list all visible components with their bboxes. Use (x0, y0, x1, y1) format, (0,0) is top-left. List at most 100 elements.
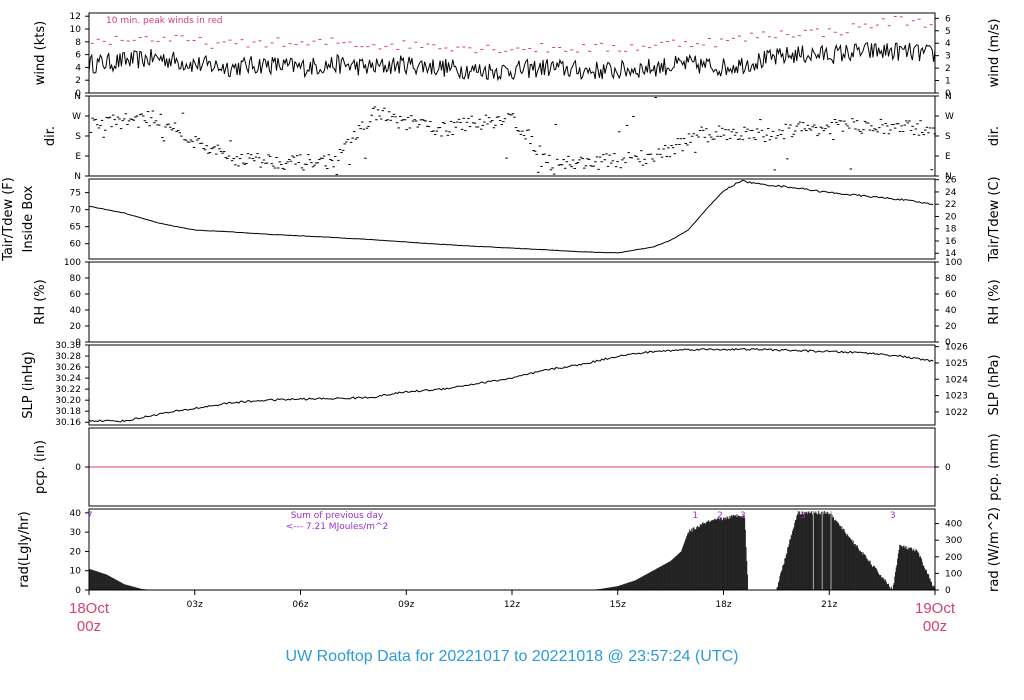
right-y-tick-label: 24 (945, 188, 957, 198)
sea-level-pressure-line (88, 347, 934, 423)
y-tick-label: 60 (70, 290, 82, 300)
y-tick-label: 6 (75, 51, 81, 61)
y-axis-title: rad(Lgly/hr) (17, 511, 32, 587)
y-axis-title: RH (%) (33, 279, 48, 324)
right-y-tick-label: 60 (945, 290, 957, 300)
x-tick-label: 09z (398, 600, 414, 610)
right-y-tick-label: 16 (945, 237, 957, 247)
y-tick-label: W (72, 112, 81, 122)
right-y-tick-label: 1022 (945, 408, 968, 418)
y-axis-title: SLP (inHg) (21, 351, 36, 419)
y-tick-label: 30.30 (55, 341, 81, 351)
right-y-tick-label: N (945, 172, 952, 182)
right-y-tick-label: 100 (945, 569, 962, 579)
right-y-axis-title: SLP (hPa) (987, 354, 1002, 415)
footer-title: UW Rooftop Data for 20221017 to 20221018… (285, 648, 739, 665)
right-y-tick-label: 300 (945, 536, 962, 546)
x-tick-label: 12z (504, 600, 520, 610)
right-y-tick-label: 1023 (945, 392, 968, 402)
right-y-tick-label: 1024 (945, 375, 968, 385)
y-tick-label: 12 (70, 12, 81, 22)
y-tick-label: 30.16 (55, 418, 81, 428)
right-y-tick-label: 100 (945, 258, 962, 268)
right-y-tick-label: W (945, 112, 954, 122)
y-axis-title: pcp. (in) (33, 440, 48, 494)
end-date-label: 19Oct (915, 600, 956, 617)
cloud-marker: 2 (717, 511, 723, 521)
right-y-tick-label: 0 (945, 586, 951, 596)
right-y-tick-label: 2 (945, 64, 951, 74)
right-y-tick-label: 5 (945, 27, 951, 37)
cloud-marker: 3 (890, 511, 896, 521)
y-tick-label: 10 (70, 567, 82, 577)
right-y-tick-label: E (945, 152, 951, 162)
y-tick-label: 30.26 (55, 363, 81, 373)
start-time-label: 00z (77, 618, 101, 635)
y-tick-label: 0 (75, 89, 81, 99)
right-y-tick-label: 80 (945, 274, 957, 284)
y-tick-label: E (75, 152, 81, 162)
y-tick-label: 60 (70, 240, 82, 250)
y-tick-label: 65 (70, 223, 81, 233)
y-tick-label: 8 (75, 38, 81, 48)
y-tick-label: 2 (75, 76, 81, 86)
right-y-tick-label: 1 (945, 77, 951, 87)
right-y-tick-label: 0 (945, 463, 951, 473)
right-y-tick-label: 4 (945, 39, 951, 49)
y-tick-label: 10 (70, 25, 82, 35)
x-tick-label: 15z (610, 600, 626, 610)
x-tick-label: 06z (292, 600, 308, 610)
cloud-marker: 3 (800, 511, 806, 521)
y-tick-label: S (75, 132, 81, 142)
cloud-marker: 1 (692, 511, 698, 521)
panel-frame-4 (88, 344, 936, 426)
start-date-label: 18Oct (69, 600, 110, 617)
right-y-tick-label: 400 (945, 520, 962, 530)
radiation-sum-label: Sum of previous day (291, 511, 384, 521)
peak-wind-annotation: 10 min. peak winds in red (106, 16, 223, 26)
y-axis-title: wind (kts) (33, 21, 48, 85)
right-y-axis-title: RH (%) (987, 279, 1002, 324)
y-axis-title: Tair/Tdew (F) (1, 177, 16, 262)
x-tick-label: 03z (187, 600, 203, 610)
right-y-tick-label: 3 (945, 52, 951, 62)
right-y-tick-label: 20 (945, 212, 957, 222)
right-y-axis-title: pcp. (mm) (987, 433, 1002, 500)
panel-frame-0 (88, 12, 936, 94)
right-y-tick-label: 14 (945, 249, 957, 259)
air-temperature-line (88, 179, 934, 254)
y-tick-label: 30.24 (55, 374, 81, 384)
right-y-tick-label: 18 (945, 225, 957, 235)
end-time-label: 00z (923, 618, 947, 635)
right-y-tick-label: 20 (945, 322, 957, 332)
y-tick-label: 30 (70, 528, 82, 538)
right-y-tick-label: 6 (945, 14, 951, 24)
y-tick-label: 30.28 (55, 352, 81, 362)
right-y-tick-label: 0 (945, 89, 951, 99)
right-y-axis-title: rad (W/m^2) (987, 507, 1002, 592)
y-tick-label: 40 (70, 306, 82, 316)
y-tick-label: 0 (75, 338, 81, 348)
right-y-tick-label: S (945, 132, 951, 142)
y-tick-label: 80 (70, 274, 82, 284)
right-y-tick-label: 1025 (945, 359, 968, 369)
y-tick-label: N (74, 172, 81, 182)
y-tick-label: 75 (70, 189, 81, 199)
right-y-tick-label: N (945, 92, 952, 102)
y-tick-label: 30.18 (55, 407, 81, 417)
right-y-tick-label: 200 (945, 553, 962, 563)
y-tick-label: 30.22 (55, 385, 81, 395)
cloud-marker: 7 (87, 511, 93, 521)
y-tick-label: 20 (70, 322, 82, 332)
y-axis-title: dir. (43, 126, 58, 146)
y-tick-label: 0 (75, 586, 81, 596)
right-y-tick-label: 22 (945, 200, 956, 210)
y-tick-label: 0 (75, 463, 81, 473)
y-tick-label: 4 (75, 63, 81, 73)
right-y-tick-label: 40 (945, 306, 957, 316)
y-tick-label: 30.20 (55, 396, 81, 406)
radiation-sum-value: <--- 7.21 MJoules/m^2 (286, 522, 388, 532)
panel-frame-3 (88, 261, 936, 343)
wind-speed-line (88, 42, 936, 82)
y-tick-label: 40 (70, 509, 82, 519)
